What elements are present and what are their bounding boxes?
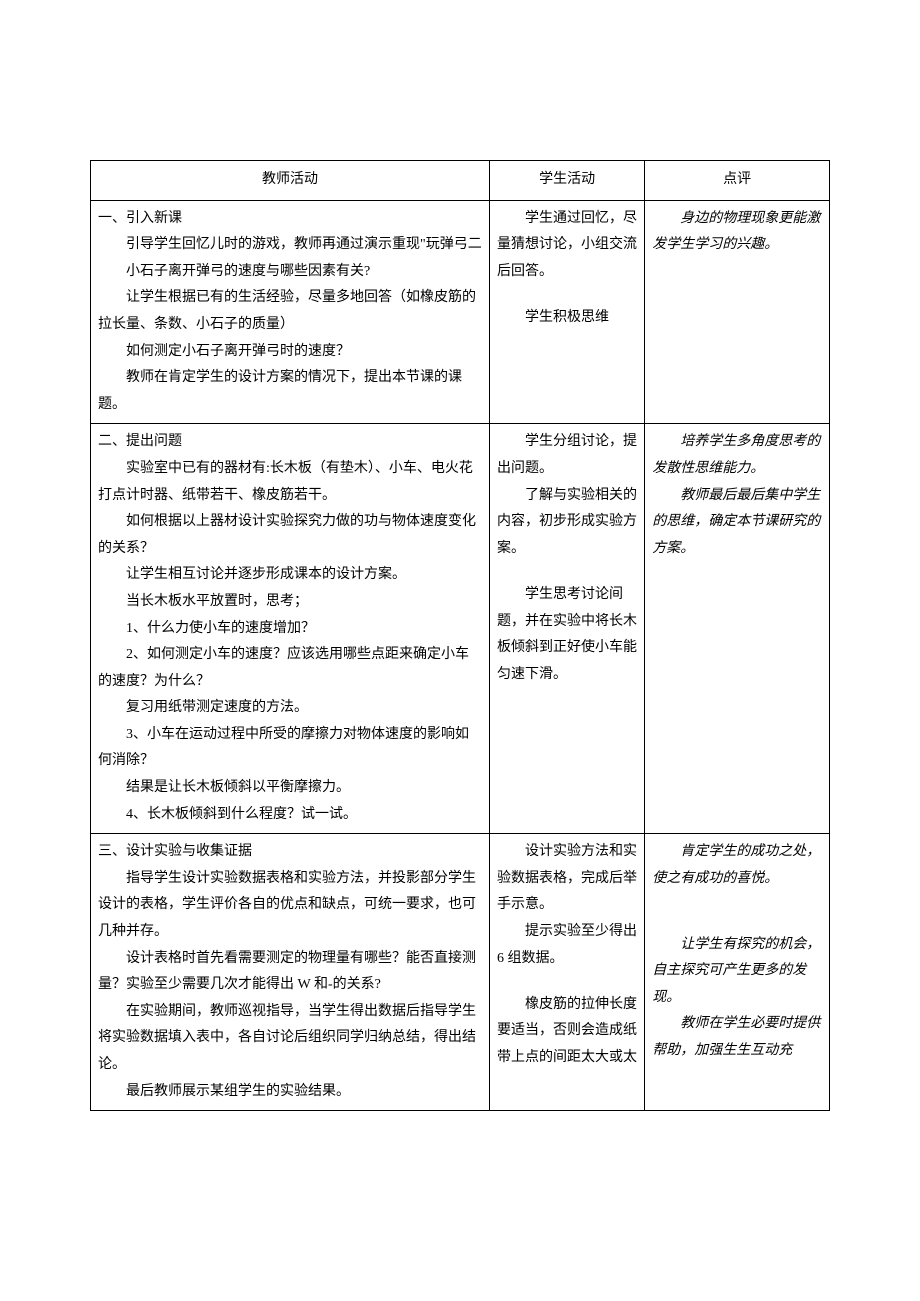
lesson-table: 教师活动 学生活动 点评 一、引入新课 引导学生回忆儿时的游戏，教师再通过演示重…: [90, 160, 830, 1111]
teacher-cell: 三、设计实验与收集证据 指导学生设计实验数据表格和实验方法，并投影部分学生设计的…: [92, 835, 488, 1109]
para: 如何根据以上器材设计实验探究力做的功与物体速度变化的关系？: [98, 509, 482, 562]
para: 小石子离开弹弓的速度与哪些因素有关?: [98, 259, 482, 286]
para: 在实验期间，教师巡视指导，当学生得出数据后指导学生将实验数据填入表中，各自讨论后…: [98, 999, 482, 1079]
section-title: 二、提出问题: [98, 429, 482, 456]
table-row: 二、提出问题 实验室中已有的器材有:长木板（有垫木）、小车、电火花打点计时器、纸…: [91, 424, 830, 834]
para: 结果是让长木板倾斜以平衡摩擦力。: [98, 775, 482, 802]
section-title: 三、设计实验与收集证据: [98, 839, 482, 866]
table-header: 教师活动 学生活动 点评: [91, 161, 830, 201]
para: 肯定学生的成功之处，使之有成功的喜悦。: [652, 839, 822, 892]
comment-cell: 培养学生多角度思考的发散性思维能力。 教师最后最后集中学生的思维，确定本节课研究…: [646, 425, 828, 566]
para: 橡皮筋的拉伸长度要适当，否则会造成纸带上点的间距太大或太: [497, 992, 637, 1072]
para: 实验室中已有的器材有:长木板（有垫木）、小车、电火花打点计时器、纸带若干、橡皮筋…: [98, 456, 482, 509]
para: 当长木板水平放置时，思考；: [98, 589, 482, 616]
para: 学生通过回忆，尽量猜想讨论，小组交流后回答。: [497, 206, 637, 286]
student-cell: 学生分组讨论，提出问题。 了解与实验相关的内容，初步形成实验方案。 学生思考讨论…: [491, 425, 643, 692]
para: 指导学生设计实验数据表格和实验方法，并投影部分学生设计的表格，学生评价各自的优点…: [98, 866, 482, 946]
para: 引导学生回忆儿时的游戏，教师再通过演示重现"玩弹弓二: [98, 232, 482, 259]
teacher-cell: 一、引入新课 引导学生回忆儿时的游戏，教师再通过演示重现"玩弹弓二 小石子离开弹…: [92, 202, 488, 423]
table-row: 三、设计实验与收集证据 指导学生设计实验数据表格和实验方法，并投影部分学生设计的…: [91, 834, 830, 1111]
para: 学生思考讨论间题，并在实验中将长木板倾斜到正好使小车能匀速下滑。: [497, 582, 637, 688]
header-student: 学生活动: [490, 161, 645, 201]
para: 让学生相互讨论并逐步形成课本的设计方案。: [98, 562, 482, 589]
para: 如何测定小石子离开弹弓时的速度？: [98, 339, 482, 366]
para: 了解与实验相关的内容，初步形成实验方案。: [497, 483, 637, 563]
student-cell: 设计实验方法和实验数据表格，完成后举手示意。 提示实验至少得出 6 组数据。 橡…: [491, 835, 643, 1075]
page: 教师活动 学生活动 点评 一、引入新课 引导学生回忆儿时的游戏，教师再通过演示重…: [0, 0, 920, 1301]
header-comment: 点评: [645, 161, 830, 201]
para: 2、如何测定小车的速度？应该选用哪些点距来确定小车的速度？为什么？: [98, 642, 482, 695]
teacher-cell: 二、提出问题 实验室中已有的器材有:长木板（有垫木）、小车、电火花打点计时器、纸…: [92, 425, 488, 832]
comment-cell: 身边的物理现象更能激发学生学习的兴趣。: [646, 202, 828, 263]
para: 让学生根据已有的生活经验，尽量多地回答（如橡皮筋的拉长量、条数、小石子的质量）: [98, 285, 482, 338]
table-row: 一、引入新课 引导学生回忆儿时的游戏，教师再通过演示重现"玩弹弓二 小石子离开弹…: [91, 200, 830, 424]
para: 1、什么力使小车的速度增加？: [98, 616, 482, 643]
para: 培养学生多角度思考的发散性思维能力。: [652, 429, 822, 482]
para: 身边的物理现象更能激发学生学习的兴趣。: [652, 206, 822, 259]
para: 学生分组讨论，提出问题。: [497, 429, 637, 482]
para: 教师在肯定学生的设计方案的情况下，提出本节课的课题。: [98, 365, 482, 418]
section-title: 一、引入新课: [98, 206, 482, 233]
para: 最后教师展示某组学生的实验结果。: [98, 1079, 482, 1106]
para: 3、小车在运动过程中所受的摩擦力对物体速度的影响如何消除？: [98, 722, 482, 775]
student-cell: 学生通过回忆，尽量猜想讨论，小组交流后回答。 学生积极思维: [491, 202, 643, 336]
para: 复习用纸带测定速度的方法。: [98, 695, 482, 722]
para: 设计实验方法和实验数据表格，完成后举手示意。: [497, 839, 637, 919]
header-teacher: 教师活动: [91, 161, 490, 201]
para: 教师最后最后集中学生的思维，确定本节课研究的方案。: [652, 483, 822, 563]
para: 学生积极思维: [497, 305, 637, 332]
comment-cell: 肯定学生的成功之处，使之有成功的喜悦。 让学生有探究的机会，自主探究可产生更多的…: [646, 835, 828, 1068]
para: 教师在学生必要时提供帮助，加强生生互动充: [652, 1011, 822, 1064]
para: 设计表格时首先看需要测定的物理量有哪些？能否直接测量？实验至少需要几次才能得出 …: [98, 946, 482, 999]
para: 提示实验至少得出 6 组数据。: [497, 919, 637, 972]
para: 让学生有探究的机会，自主探究可产生更多的发现。: [652, 932, 822, 1012]
para: 4、长木板倾斜到什么程度？试一试。: [98, 802, 482, 829]
